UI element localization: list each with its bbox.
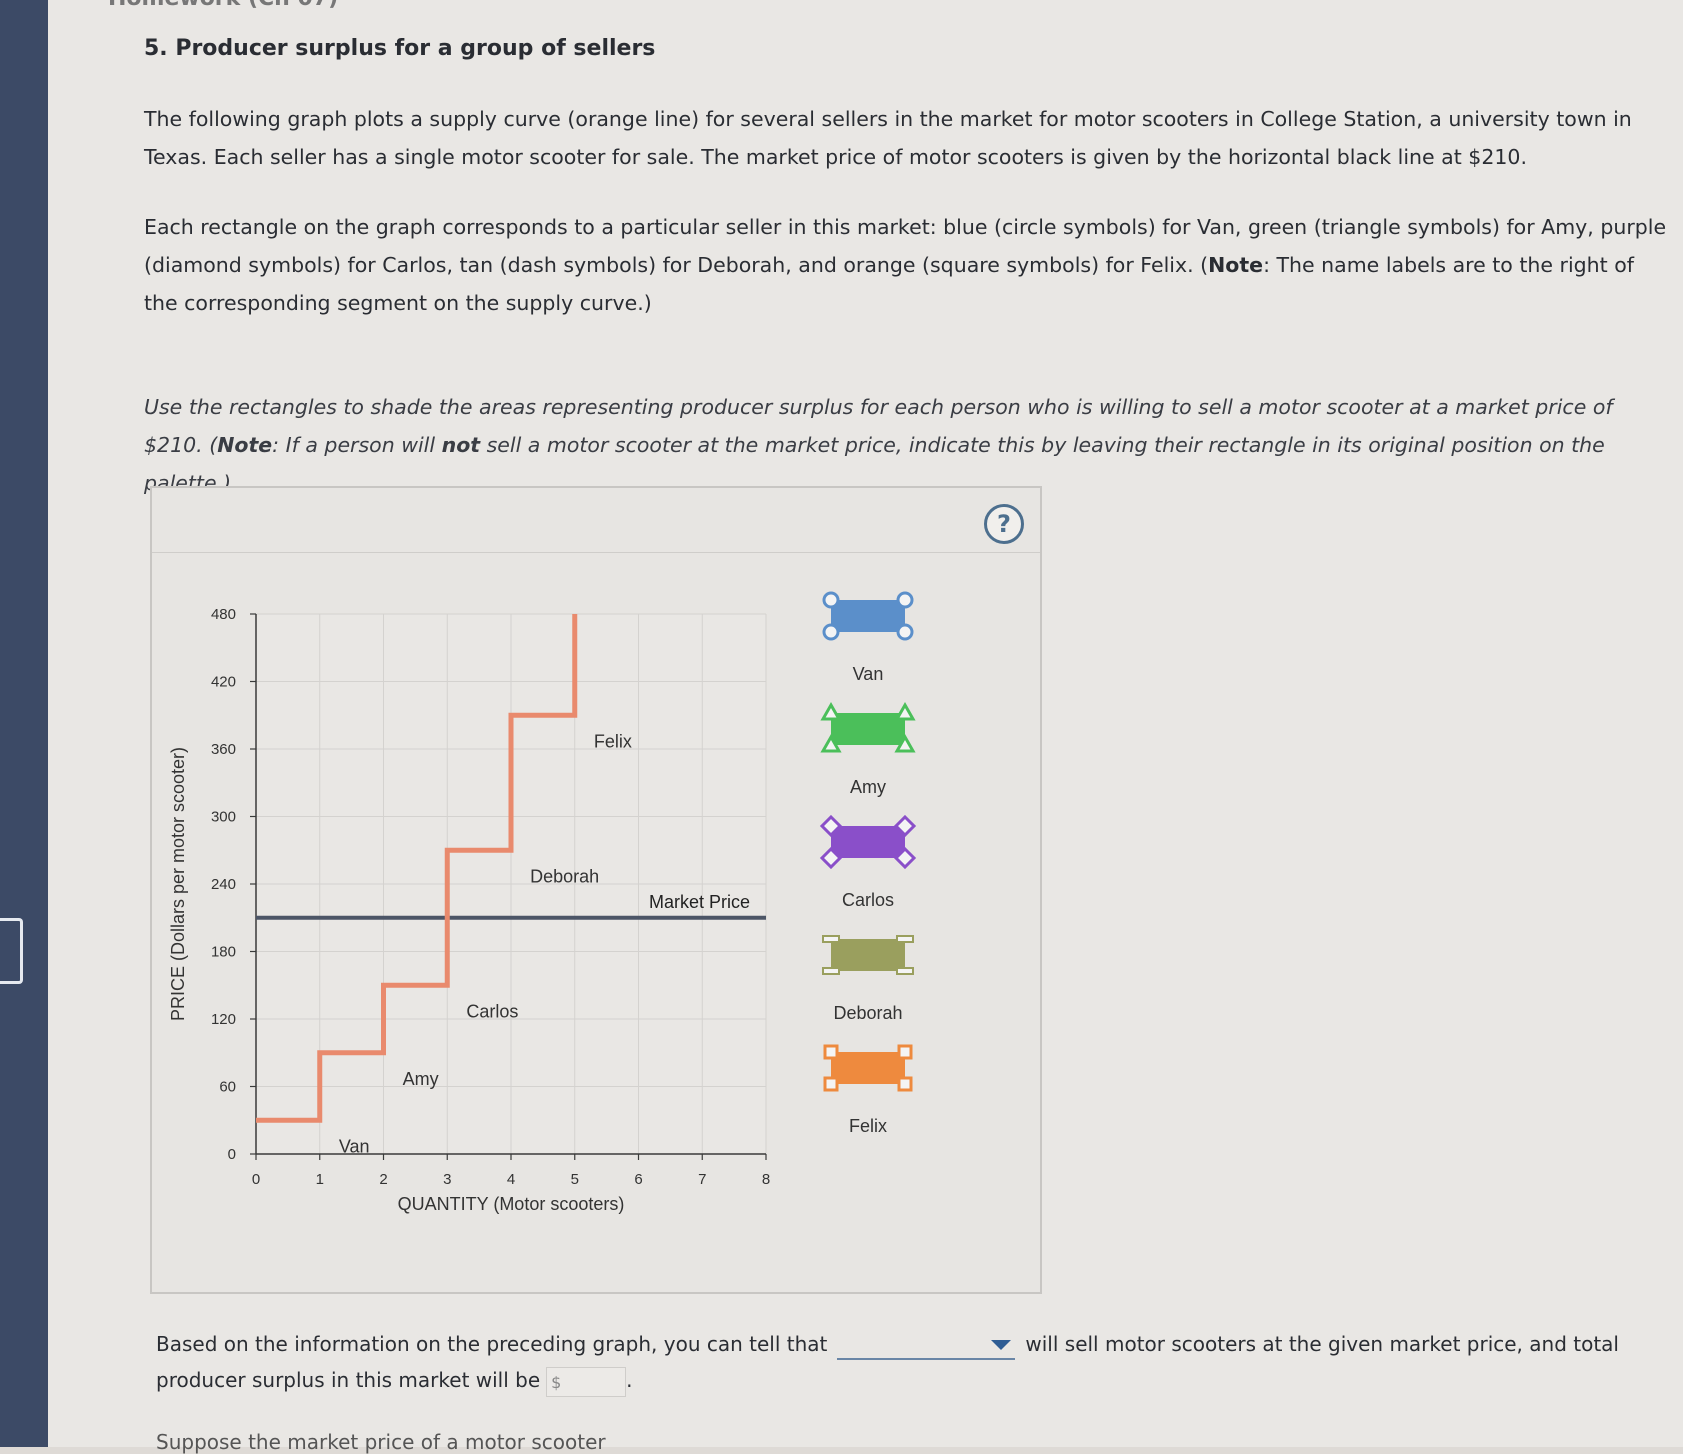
x-tick-label: 5 — [571, 1171, 579, 1188]
chevron-down-icon — [991, 1339, 1012, 1350]
palette-label-carlos: Carlos — [842, 890, 894, 910]
palette-label-amy: Amy — [850, 777, 886, 797]
palette-rect-fill — [831, 939, 905, 971]
dash-symbol-icon — [822, 935, 840, 943]
segment-label-amy: Amy — [403, 1069, 439, 1089]
palette-rect-fill — [831, 713, 905, 745]
sellers-dropdown[interactable] — [837, 1332, 1016, 1360]
palette-rect-felix[interactable]: Felix — [823, 1044, 913, 1136]
dash-symbol-icon — [896, 935, 914, 943]
diamond-symbol-icon — [893, 814, 917, 838]
x-tick-label: 7 — [698, 1171, 706, 1188]
square-symbol-icon — [897, 1076, 913, 1092]
x-tick-label: 4 — [507, 1171, 515, 1188]
palette-rect-van[interactable]: Van — [822, 591, 914, 684]
triangle-symbol-icon — [894, 733, 916, 753]
y-tick-label: 0 — [228, 1146, 236, 1163]
palette-rect-fill — [831, 600, 905, 632]
palette-rect-fill — [831, 1052, 905, 1084]
producer-surplus-input[interactable]: $ — [546, 1366, 627, 1397]
segment-label-felix: Felix — [594, 731, 632, 751]
palette-rect-fill — [831, 826, 905, 858]
square-symbol-icon — [897, 1044, 913, 1060]
y-tick-label: 240 — [211, 876, 236, 893]
triangle-symbol-icon — [820, 701, 842, 721]
instructions-paragraph: Use the rectangles to shade the areas re… — [144, 395, 1613, 495]
rectangles-paragraph: Each rectangle on the graph corresponds … — [144, 215, 1667, 315]
palette-rect-deborah[interactable]: Deborah — [822, 935, 914, 1023]
diamond-symbol-icon — [819, 814, 843, 838]
circle-symbol-icon — [896, 591, 914, 609]
dash-symbol-icon — [896, 967, 914, 975]
triangle-symbol-icon — [894, 701, 916, 721]
palette-rect-amy[interactable]: Amy — [820, 701, 916, 797]
triangle-symbol-icon — [820, 733, 842, 753]
question-title: 5. Producer surplus for a group of selle… — [144, 36, 656, 61]
market-price-label: Market Price — [649, 892, 750, 912]
conclusion-line-1: Based on the information on the precedin… — [156, 1326, 1676, 1362]
palette-label-deborah: Deborah — [833, 1003, 902, 1023]
segment-label-deborah: Deborah — [530, 866, 599, 886]
x-tick-label: 8 — [762, 1171, 770, 1188]
diamond-symbol-icon — [893, 846, 917, 870]
intro-paragraph: The following graph plots a supply curve… — [144, 107, 1632, 169]
supply-chart[interactable]: 0 60 120 180 240 300 360 420 480 0 1 2 3 4 5 6 7 8 QUANTIT… — [152, 488, 1040, 1292]
y-axis-title: PRICE (Dollars per motor scooter) — [168, 747, 188, 1021]
x-tick-label: 2 — [379, 1171, 387, 1188]
supply-curve — [256, 614, 578, 1123]
palette-label-felix: Felix — [849, 1116, 887, 1136]
side-tab-handle[interactable] — [0, 918, 23, 984]
conclusion-line-2: producer surplus in this market will be $… — [156, 1362, 1676, 1398]
square-symbol-icon — [823, 1044, 839, 1060]
circle-symbol-icon — [822, 623, 840, 641]
palette-label-van: Van — [853, 664, 884, 684]
y-tick-label: 60 — [219, 1079, 236, 1096]
question-page: Homework (Ch 07) 5. Producer surplus for… — [48, 0, 1683, 1454]
segment-label-carlos: Carlos — [466, 1001, 518, 1021]
y-tick-label: 180 — [211, 944, 236, 961]
next-question-cut: Suppose the market price of a motor scoo… — [156, 1430, 606, 1454]
dash-symbol-icon — [822, 967, 840, 975]
x-tick-label: 1 — [316, 1171, 324, 1188]
circle-symbol-icon — [822, 591, 840, 609]
graph-panel: ? 0 60 120 180 240 300 360 420 480 0 1 2 3 4 5 6 7 8 QUANT… — [150, 486, 1042, 1294]
y-tick-label: 120 — [211, 1011, 236, 1028]
y-tick-label: 480 — [211, 606, 236, 623]
header-cut-text: Homework (Ch 07) — [108, 0, 338, 11]
y-tick-label: 420 — [211, 674, 236, 691]
help-button[interactable]: ? — [984, 504, 1024, 544]
x-tick-label: 6 — [634, 1171, 642, 1188]
segment-label-van: Van — [339, 1136, 370, 1156]
x-axis-title: QUANTITY (Motor scooters) — [398, 1194, 625, 1214]
screen-edge — [0, 0, 48, 1447]
palette-rect-carlos[interactable]: Carlos — [819, 814, 917, 910]
square-symbol-icon — [823, 1076, 839, 1092]
y-tick-label: 360 — [211, 741, 236, 758]
diamond-symbol-icon — [819, 846, 843, 870]
circle-symbol-icon — [896, 623, 914, 641]
x-tick-label: 0 — [252, 1171, 260, 1188]
x-tick-label: 3 — [443, 1171, 451, 1188]
y-tick-label: 300 — [211, 809, 236, 826]
graph-panel-header: ? — [152, 488, 1040, 553]
